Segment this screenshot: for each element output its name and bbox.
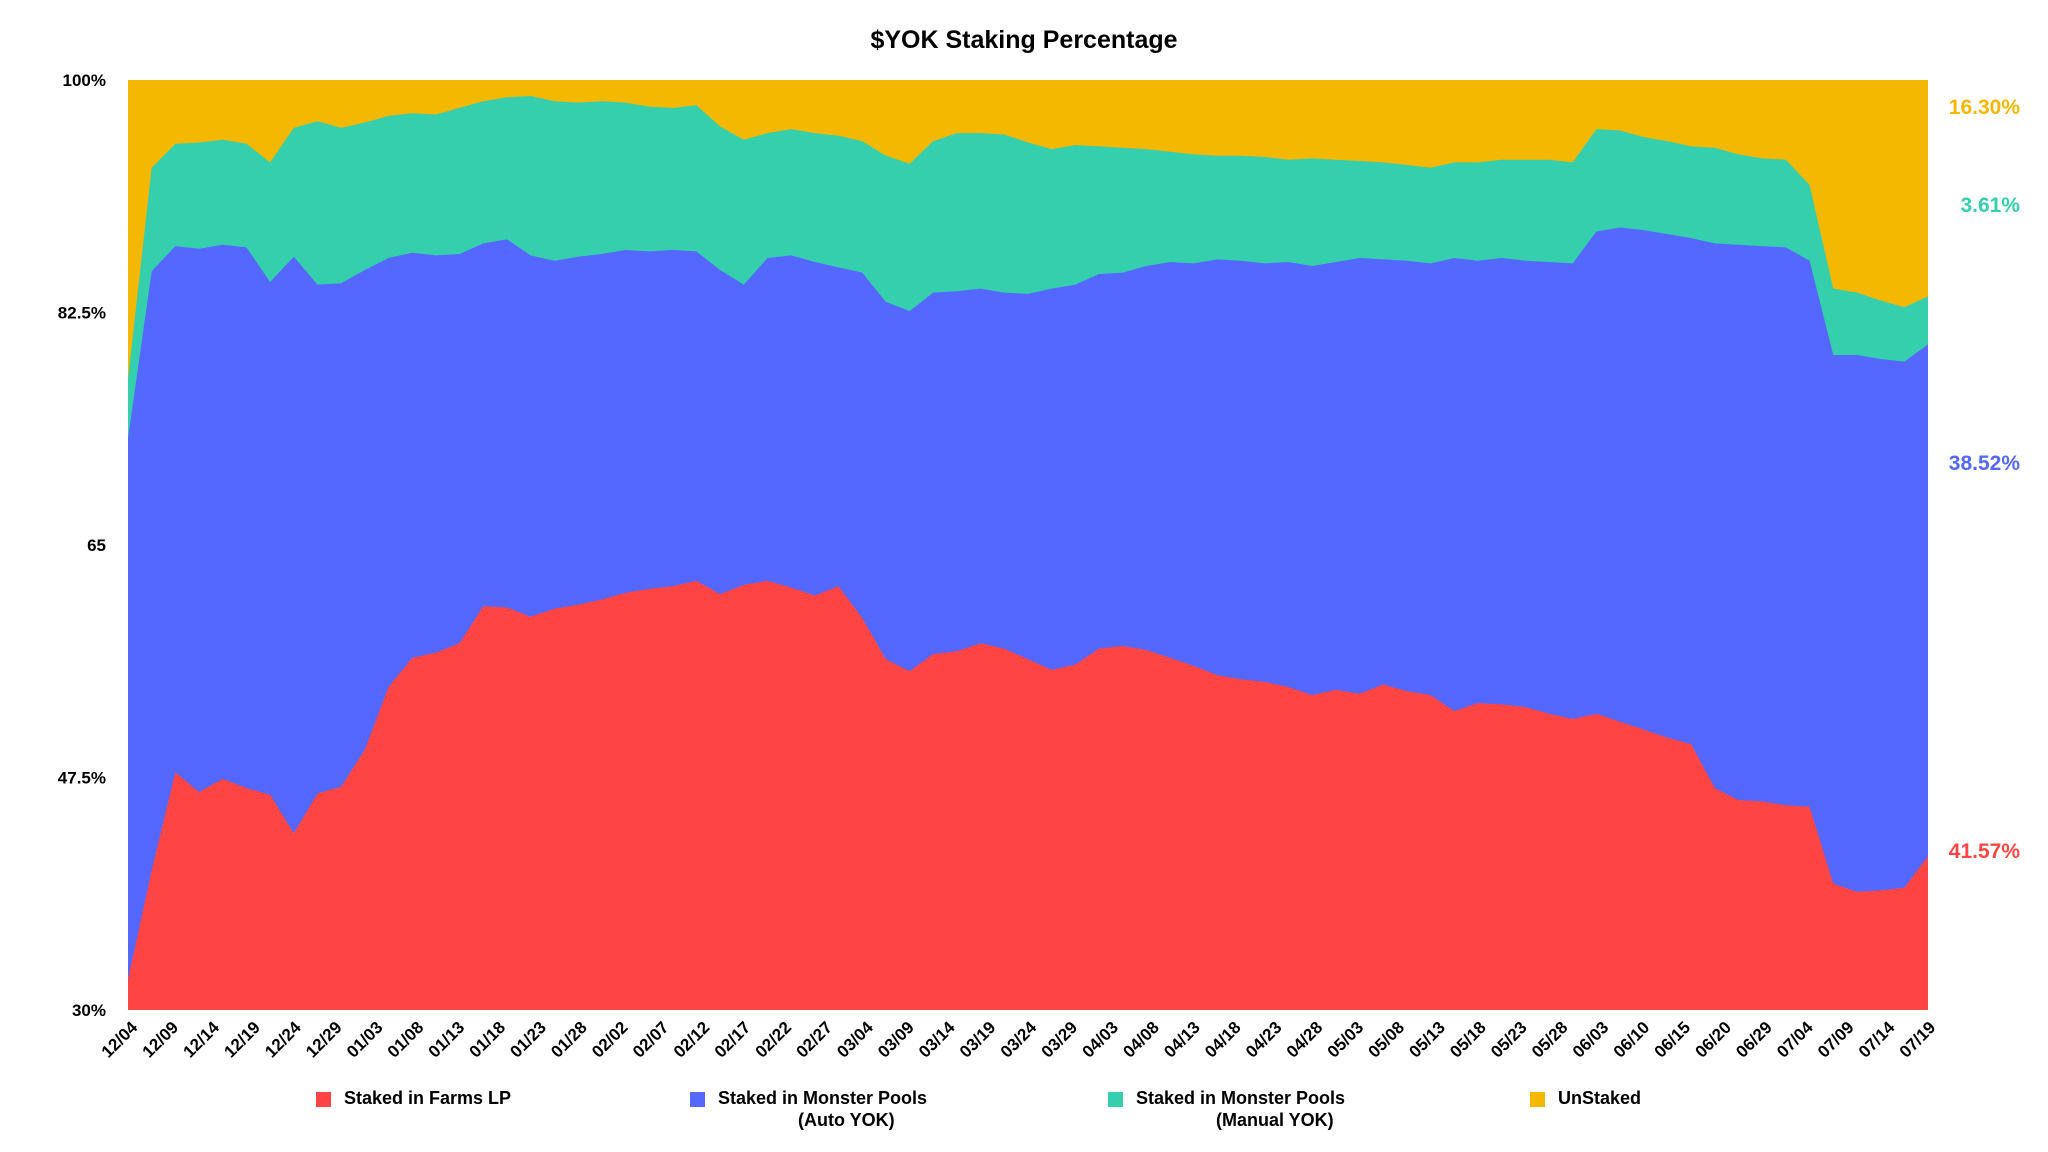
x-tick-label: 04/13 xyxy=(1160,1018,1204,1062)
x-tick-label: 03/04 xyxy=(833,1017,877,1061)
x-tick-label: 01/28 xyxy=(547,1018,591,1062)
legend: Staked in Farms LP Staked in Monster Pool… xyxy=(316,1088,1641,1130)
x-tick-label: 04/08 xyxy=(1119,1018,1163,1062)
x-tick-label: 01/08 xyxy=(384,1018,428,1062)
x-tick-label: 12/04 xyxy=(98,1017,142,1061)
legend-item: Staked in Monster Pools (Manual YOK) xyxy=(1108,1088,1345,1130)
x-tick-label: 07/09 xyxy=(1814,1018,1858,1062)
x-tick-label: 06/29 xyxy=(1732,1018,1776,1062)
legend-label: Staked in Monster Pools (Manual YOK) xyxy=(1136,1088,1345,1130)
legend-swatch xyxy=(316,1092,331,1107)
x-tick-label: 12/09 xyxy=(139,1018,183,1062)
x-tick-label: 03/14 xyxy=(915,1017,959,1061)
x-tick-label: 01/23 xyxy=(506,1018,550,1062)
end-label: 16.30% xyxy=(1949,96,2021,119)
x-tick-label: 04/03 xyxy=(1079,1018,1123,1062)
x-tick-label: 02/22 xyxy=(752,1018,796,1062)
x-tick-label: 02/17 xyxy=(711,1018,755,1062)
legend-item: UnStaked xyxy=(1530,1088,1641,1108)
x-tick-label: 05/13 xyxy=(1405,1018,1449,1062)
y-tick-label: 65 xyxy=(87,536,106,555)
x-tick-label: 02/02 xyxy=(588,1018,632,1062)
x-tick-label: 01/03 xyxy=(343,1018,387,1062)
x-tick-label: 02/27 xyxy=(792,1018,836,1062)
legend-label: Staked in Farms LP xyxy=(344,1088,511,1108)
legend-item: Staked in Farms LP xyxy=(316,1088,511,1108)
y-tick-label: 30% xyxy=(72,1001,106,1020)
y-axis: 30% 47.5% 65 82.5% 100% xyxy=(58,71,106,1020)
x-tick-label: 12/14 xyxy=(180,1017,224,1061)
x-tick-label: 05/23 xyxy=(1487,1018,1531,1062)
end-label: 41.57% xyxy=(1949,840,2021,863)
x-tick-label: 05/18 xyxy=(1446,1018,1490,1062)
x-tick-label: 03/19 xyxy=(956,1018,1000,1062)
x-tick-label: 03/24 xyxy=(997,1017,1041,1061)
x-tick-label: 06/15 xyxy=(1651,1018,1695,1062)
x-tick-label: 05/03 xyxy=(1324,1018,1368,1062)
x-tick-label: 07/19 xyxy=(1896,1018,1940,1062)
x-tick-label: 04/23 xyxy=(1242,1018,1286,1062)
legend-item: Staked in Monster Pools (Auto YOK) xyxy=(690,1088,927,1130)
area-series-group xyxy=(128,80,1928,1011)
legend-swatch xyxy=(1530,1092,1545,1107)
x-tick-label: 02/07 xyxy=(629,1018,673,1062)
x-tick-label: 06/20 xyxy=(1691,1018,1735,1062)
x-tick-label: 07/14 xyxy=(1855,1017,1899,1061)
legend-swatch xyxy=(690,1092,705,1107)
legend-label: Staked in Monster Pools (Auto YOK) xyxy=(718,1088,927,1130)
x-tick-label: 04/18 xyxy=(1201,1018,1245,1062)
x-tick-label: 07/04 xyxy=(1773,1017,1817,1061)
x-tick-label: 03/29 xyxy=(1038,1018,1082,1062)
x-tick-label: 12/19 xyxy=(220,1018,264,1062)
x-tick-label: 06/10 xyxy=(1610,1018,1654,1062)
legend-label: UnStaked xyxy=(1558,1088,1641,1108)
y-tick-label: 47.5% xyxy=(58,769,106,788)
x-tick-label: 03/09 xyxy=(874,1018,918,1062)
y-tick-label: 100% xyxy=(63,71,106,90)
x-axis: 12/0412/0912/1412/1912/2412/2901/0301/08… xyxy=(98,1017,1940,1061)
x-tick-label: 06/03 xyxy=(1569,1018,1613,1062)
x-tick-label: 04/28 xyxy=(1283,1018,1327,1062)
end-label: 38.52% xyxy=(1949,452,2021,475)
x-tick-label: 05/28 xyxy=(1528,1018,1572,1062)
x-tick-label: 02/12 xyxy=(670,1018,714,1062)
chart-title: $YOK Staking Percentage xyxy=(870,26,1177,54)
end-label: 3.61% xyxy=(1960,194,2020,217)
x-tick-label: 12/24 xyxy=(261,1017,305,1061)
x-tick-label: 01/18 xyxy=(466,1018,510,1062)
series-end-labels: 41.57% 38.52% 3.61% 16.30% xyxy=(1949,96,2021,863)
y-tick-label: 82.5% xyxy=(58,304,106,323)
legend-swatch xyxy=(1108,1092,1123,1107)
area-staked-in-farms-lp xyxy=(128,580,1928,1010)
x-tick-label: 05/08 xyxy=(1365,1018,1409,1062)
x-tick-label: 01/13 xyxy=(425,1018,469,1062)
x-tick-label: 12/29 xyxy=(302,1018,346,1062)
